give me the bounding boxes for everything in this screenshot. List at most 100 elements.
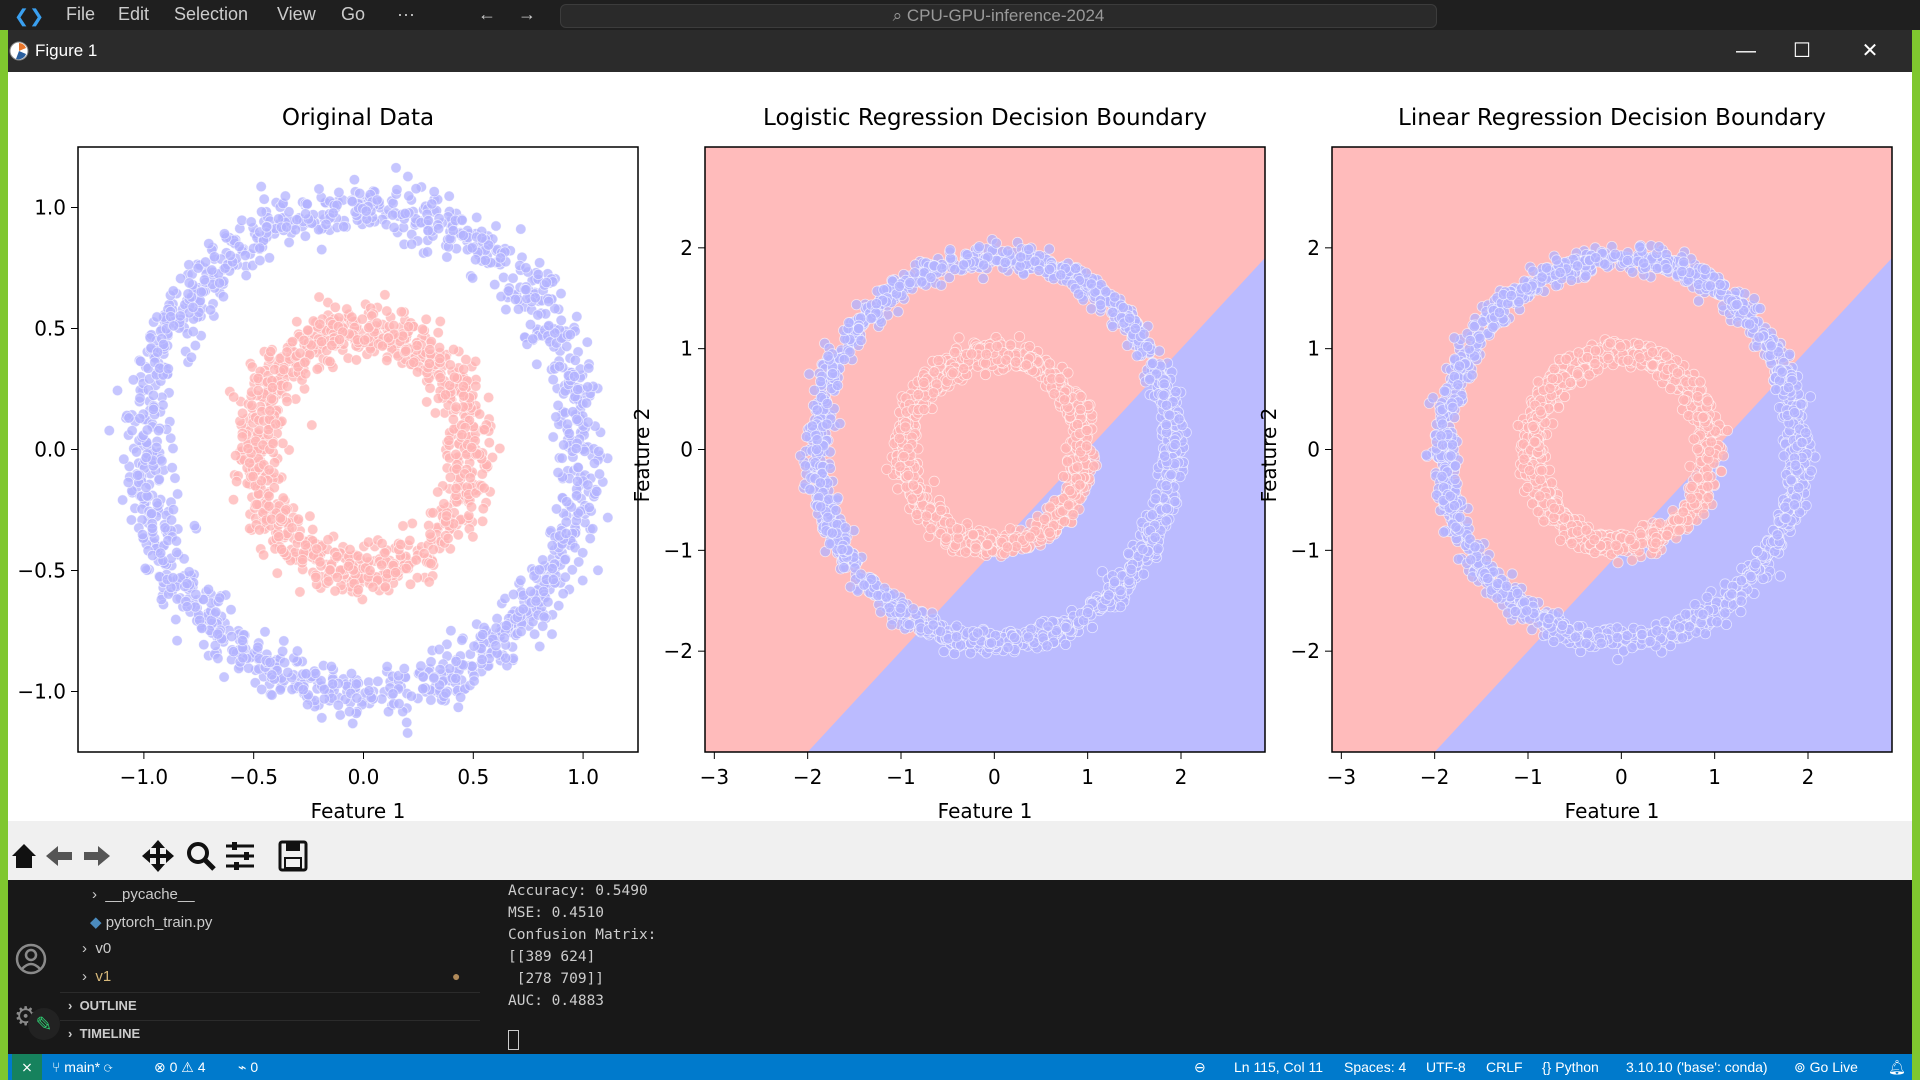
menu-file[interactable]: File bbox=[66, 4, 96, 24]
scatter-point bbox=[543, 295, 555, 307]
scatter-point bbox=[1067, 509, 1079, 521]
scatter-point bbox=[187, 326, 199, 338]
scatter-point bbox=[146, 522, 158, 534]
scatter-point bbox=[212, 628, 224, 640]
scatter-point bbox=[314, 318, 326, 330]
scatter-point bbox=[832, 492, 844, 504]
scatter-point bbox=[1152, 543, 1164, 555]
scatter-point bbox=[188, 520, 201, 532]
scatter-point bbox=[537, 585, 550, 598]
scatter-point bbox=[831, 379, 844, 392]
scatter-point bbox=[497, 271, 510, 283]
scatter-point bbox=[507, 588, 520, 601]
scatter-point bbox=[266, 689, 278, 701]
close-button[interactable]: ✕ bbox=[1861, 40, 1879, 62]
scatter-point bbox=[432, 327, 444, 339]
scatter-point bbox=[1081, 440, 1093, 452]
scatter-point bbox=[568, 370, 581, 382]
scatter-point bbox=[1173, 413, 1185, 425]
scatter-point bbox=[447, 225, 459, 237]
scatter-point bbox=[226, 630, 238, 643]
scatter-point bbox=[836, 543, 848, 556]
forward-arrow-icon[interactable]: → bbox=[518, 4, 536, 24]
scatter-point bbox=[381, 354, 393, 366]
scatter-point bbox=[1074, 479, 1086, 491]
scatter-point bbox=[491, 612, 503, 625]
scatter-point bbox=[313, 183, 325, 195]
menu-edit[interactable]: Edit bbox=[118, 4, 150, 24]
x-tick-label: 2 bbox=[1175, 765, 1188, 789]
scatter-point bbox=[940, 532, 952, 544]
scatter-point bbox=[406, 517, 418, 529]
menu-more[interactable]: ··· bbox=[397, 4, 415, 24]
scatter-point bbox=[581, 336, 593, 348]
scatter-point bbox=[425, 557, 437, 570]
scatter-point bbox=[540, 277, 553, 289]
scatter-point bbox=[351, 692, 363, 704]
scatter-point bbox=[1000, 354, 1012, 366]
scatter-point bbox=[390, 162, 402, 174]
scatter-point bbox=[402, 170, 414, 183]
scatter-point bbox=[855, 334, 867, 347]
scatter-point bbox=[1117, 302, 1129, 314]
scatter-point bbox=[395, 306, 407, 318]
axes-original-data: Original Data −1.0 −0.5 0.0 0.5 1.01.00.50.0… bbox=[17, 105, 639, 821]
y-axis-label: Feature 2 bbox=[630, 408, 654, 503]
scatter-point bbox=[457, 229, 469, 241]
scatter-point bbox=[458, 390, 470, 402]
scatter-point bbox=[1160, 399, 1173, 411]
scatter-point bbox=[1160, 515, 1172, 527]
scatter-point bbox=[800, 431, 813, 443]
scatter-point bbox=[230, 449, 242, 462]
scatter-point bbox=[140, 481, 152, 494]
scatter-point bbox=[433, 341, 446, 354]
scatter-point bbox=[274, 684, 286, 696]
scatter-point bbox=[251, 498, 263, 511]
scatter-point bbox=[456, 429, 468, 441]
scatter-point bbox=[166, 462, 178, 474]
scatter-point bbox=[299, 230, 311, 242]
scatter-point bbox=[906, 493, 918, 505]
figure-title: Figure 1 bbox=[35, 41, 98, 60]
scatter-point bbox=[452, 701, 464, 713]
scatter-point bbox=[277, 437, 289, 449]
scatter-point bbox=[964, 647, 977, 659]
scatter-point bbox=[169, 472, 181, 484]
scatter-point bbox=[425, 656, 437, 668]
figure-titlebar: Figure 1 — ☐ ✕ bbox=[8, 30, 1912, 72]
scatter-point bbox=[951, 620, 963, 632]
scatter-point bbox=[471, 211, 483, 223]
menu-selection[interactable]: Selection bbox=[174, 4, 249, 24]
scatter-point bbox=[408, 356, 420, 368]
scatter-point bbox=[253, 524, 266, 536]
scatter-point bbox=[1024, 531, 1036, 543]
maximize-button[interactable]: ☐ bbox=[1793, 40, 1811, 62]
scatter-point bbox=[388, 221, 400, 234]
plot-title: Linear Regression Decision Boundary bbox=[1398, 105, 1826, 131]
scatter-point bbox=[547, 431, 559, 443]
scatter-point bbox=[918, 403, 930, 415]
scatter-points bbox=[103, 162, 614, 739]
scatter-point bbox=[550, 411, 562, 423]
scatter-point bbox=[498, 632, 510, 644]
scatter-point bbox=[1144, 373, 1156, 386]
scatter-point bbox=[1004, 339, 1017, 351]
scatter-point bbox=[527, 333, 539, 345]
back-arrow-icon[interactable]: ← bbox=[478, 4, 496, 24]
scatter-point bbox=[973, 241, 985, 253]
minimize-button[interactable]: — bbox=[1736, 40, 1756, 62]
scatter-point bbox=[130, 446, 143, 458]
menu-view[interactable]: View bbox=[277, 4, 316, 24]
scatter-point bbox=[183, 566, 195, 578]
scatter-point bbox=[281, 395, 293, 407]
scatter-point bbox=[244, 457, 256, 469]
scatter-point bbox=[256, 683, 268, 696]
menu-go[interactable]: Go bbox=[341, 4, 366, 24]
x-axis-label: Feature 1 bbox=[938, 799, 1033, 821]
command-center[interactable]: ⌕ CPU-GPU-inference-2024 bbox=[560, 4, 1437, 28]
x-axis-label: Feature 1 bbox=[311, 799, 406, 821]
scatter-point bbox=[429, 407, 441, 419]
scatter-point bbox=[507, 272, 519, 284]
scatter-point bbox=[466, 441, 478, 454]
scatter-point bbox=[218, 671, 230, 683]
